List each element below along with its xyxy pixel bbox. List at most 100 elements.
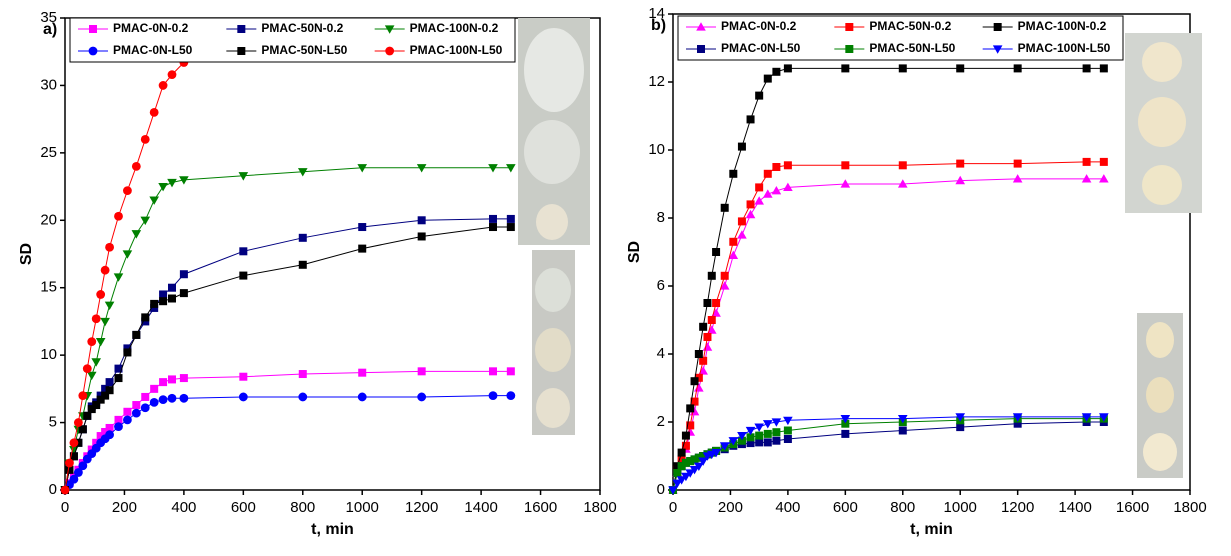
marker [179,270,188,279]
marker [699,452,708,460]
x-axis-label: t, min [311,521,354,538]
marker [168,283,176,292]
marker [686,404,695,413]
marker [123,186,132,196]
marker [763,169,772,178]
legend-label: PMAC-100N-0.2 [1018,19,1107,33]
x-tick-label: 200 [718,499,743,516]
marker [417,216,426,225]
marker [1081,413,1092,422]
marker [113,273,124,282]
marker [96,395,105,404]
marker [167,393,177,403]
marker [298,392,308,402]
marker [783,435,792,443]
marker [239,271,248,280]
marker [114,364,123,373]
marker [87,337,97,347]
marker [841,161,850,170]
marker [100,317,110,327]
marker [898,64,907,73]
marker [150,303,159,312]
series-line [64,395,511,491]
series-line [672,161,1104,491]
marker [105,378,114,387]
marker [681,431,690,440]
series-line [64,370,511,491]
y-tick-label: 5 [49,414,57,431]
marker [690,455,699,464]
photo-sample [535,268,571,312]
y-tick-label: 2 [657,413,665,430]
legend-label: PMAC-100N-L50 [1018,41,1111,55]
legend-marker [237,25,246,33]
x-tick-label: 1200 [1001,499,1034,516]
marker [673,462,682,471]
marker [707,271,716,280]
marker [74,438,83,447]
marker [841,429,850,438]
marker [149,196,159,205]
marker [114,374,123,383]
marker [737,436,746,445]
marker [358,368,367,377]
marker [141,317,150,326]
marker [168,375,176,384]
marker [506,164,516,173]
x-tick-label: 1400 [1058,499,1091,516]
marker [114,211,123,221]
marker [690,377,699,386]
marker [681,472,691,482]
marker [840,179,851,188]
marker [783,426,792,435]
marker [132,401,141,410]
marker [488,391,498,400]
marker [840,415,851,424]
marker [720,203,729,212]
marker [746,115,755,124]
marker [754,423,764,432]
marker [737,230,747,239]
y-axis-label: SD [18,243,35,265]
panel-label: b) [651,17,666,34]
x-tick-label: 1400 [464,499,497,516]
marker [78,391,88,400]
marker [123,344,132,353]
marker [762,420,773,429]
x-tick-label: 1200 [405,499,438,516]
marker [105,386,114,395]
marker [1099,64,1108,73]
panel-label: a) [43,21,57,38]
marker [65,465,74,474]
marker [746,439,755,448]
y-tick-label: 10 [40,346,57,363]
marker [681,441,690,450]
marker [1082,64,1091,73]
y-tick-label: 0 [49,481,57,498]
marker [737,142,746,151]
marker [763,438,772,447]
marker [755,91,764,100]
marker [698,457,708,466]
legend-marker [696,22,706,31]
marker [737,432,747,441]
marker [69,474,79,484]
marker [122,250,133,259]
marker [158,182,168,192]
marker [689,466,700,475]
legend-marker [89,25,97,33]
y-tick-label: 6 [657,277,665,294]
marker [772,428,781,437]
series-line [672,418,1104,491]
marker [955,175,966,185]
legend-marker [993,23,1002,31]
marker [488,164,498,173]
marker [238,392,248,402]
legend-marker [845,45,854,53]
marker [150,384,159,393]
photo-sample [524,28,584,112]
marker [897,179,908,188]
marker [672,479,683,488]
x-tick-label: 0 [669,499,677,516]
marker [712,299,721,307]
